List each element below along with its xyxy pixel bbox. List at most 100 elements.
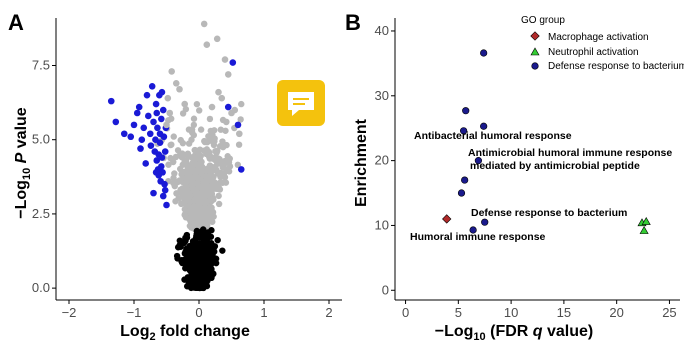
x-tick-label: 2 (325, 305, 332, 320)
point-significant-down (107, 97, 115, 105)
volcano-y-ticks: 0.0 2.5 5.0 7.5 (32, 57, 56, 295)
legend-circle-marker (531, 62, 539, 70)
point-grey (186, 173, 194, 180)
point-grey (178, 189, 185, 197)
y-tick-label: 5.0 (32, 132, 50, 147)
point-not-significant-high (166, 109, 174, 117)
point-grey (225, 168, 233, 175)
point-neutrophil-activation (641, 216, 651, 225)
point-significant-down (152, 169, 160, 176)
point-black (209, 251, 216, 259)
point-grey (170, 133, 177, 140)
point-grey (221, 174, 229, 181)
point-grey (237, 116, 244, 123)
point-grey (216, 158, 223, 165)
point-macrophage-activation (442, 214, 452, 224)
point-black (204, 267, 211, 275)
point-not-significant-high (218, 94, 226, 102)
point-grey (238, 100, 245, 108)
point-not-significant-high (236, 130, 243, 138)
point-significant-down (138, 136, 146, 144)
point-significant-down (156, 139, 164, 146)
point-grey (179, 110, 187, 117)
point-grey (191, 146, 199, 154)
point-grey (223, 141, 230, 149)
point-significant-down (140, 124, 148, 132)
point-grey (177, 136, 184, 144)
point-grey (226, 163, 234, 170)
point-not-significant-high (176, 85, 183, 93)
point-defense-response (469, 226, 477, 234)
annotation-mediated-by-antimicrobial-peptide: mediated by antimicrobial peptide (470, 160, 640, 172)
panel-b-letter: B (345, 10, 361, 35)
point-grey (186, 207, 194, 215)
point-black (183, 283, 191, 290)
point-grey (204, 139, 211, 146)
annotation-humoral-immune-response: Humoral immune response (410, 231, 546, 243)
point-grey (190, 115, 198, 122)
legend-label-macrophage: Macrophage activation (548, 32, 649, 43)
point-significant-down (142, 160, 149, 167)
point-significant-down (158, 88, 166, 96)
point-grey (190, 180, 197, 187)
x-tick-label: 20 (609, 305, 623, 320)
point-grey (207, 163, 215, 170)
y-tick-label: 2.5 (32, 206, 50, 221)
point-grey (184, 190, 192, 198)
annotation-antibacterial-humoral-response: Antibacterial humoral response (414, 130, 572, 142)
point-defense-response (480, 122, 488, 130)
point-not-significant-high (208, 103, 216, 111)
point-grey (173, 190, 180, 197)
enrichment-y-ticks: 0 10 20 30 40 (375, 23, 395, 297)
point-grey (199, 216, 206, 224)
annotation-defense-response-to-bacterium: Defense response to bacterium (471, 207, 627, 219)
point-significant-up (224, 103, 232, 111)
point-grey (202, 177, 209, 185)
point-black (205, 243, 212, 250)
point-black (204, 231, 212, 239)
y-tick-label: 40 (375, 23, 389, 38)
point-defense-response (462, 107, 470, 115)
point-grey (196, 191, 204, 198)
legend-diamond-marker (530, 31, 540, 41)
point-black (194, 243, 201, 250)
volcano-plot: −2 −1 0 1 2 0.0 2.5 5.0 7.5 Log2 fold change −L… (13, 18, 342, 342)
point-black (189, 256, 197, 263)
point-grey (200, 205, 207, 212)
comment-badge[interactable] (277, 80, 325, 126)
point-significant-down (153, 157, 161, 164)
point-significant-down (112, 118, 120, 126)
point-grey (234, 161, 242, 169)
point-black (180, 239, 188, 247)
enrichment-legend: GO group Macrophage activation Neutrophi… (521, 15, 684, 72)
point-black (182, 250, 189, 257)
point-black (199, 258, 207, 265)
point-black (183, 231, 191, 239)
point-significant-down (159, 192, 167, 200)
point-significant-down (137, 145, 144, 152)
y-tick-label: 0 (382, 282, 389, 297)
y-tick-label: 0.0 (32, 280, 50, 295)
point-grey (170, 174, 177, 182)
point-significant-down (146, 130, 154, 138)
point-not-significant-high (215, 88, 222, 96)
point-defense-response (457, 189, 466, 197)
x-tick-label: 0 (402, 305, 409, 320)
point-grey (185, 153, 192, 160)
volcano-x-ticks: −2 −1 0 1 2 (62, 300, 333, 320)
point-grey (196, 200, 203, 208)
point-grey (208, 177, 215, 184)
legend-title: GO group (521, 15, 565, 26)
y-tick-label: 7.5 (32, 57, 50, 72)
point-grey (172, 198, 179, 205)
point-black (187, 274, 194, 281)
x-tick-label: −2 (62, 305, 77, 320)
point-grey (204, 149, 212, 156)
point-not-significant-high (224, 71, 232, 78)
point-grey (211, 135, 218, 142)
point-defense-response (480, 49, 488, 57)
point-significant-down (158, 115, 165, 123)
legend-triangle-marker (530, 47, 540, 56)
x-tick-label: 0 (195, 305, 202, 320)
point-grey (216, 143, 224, 150)
